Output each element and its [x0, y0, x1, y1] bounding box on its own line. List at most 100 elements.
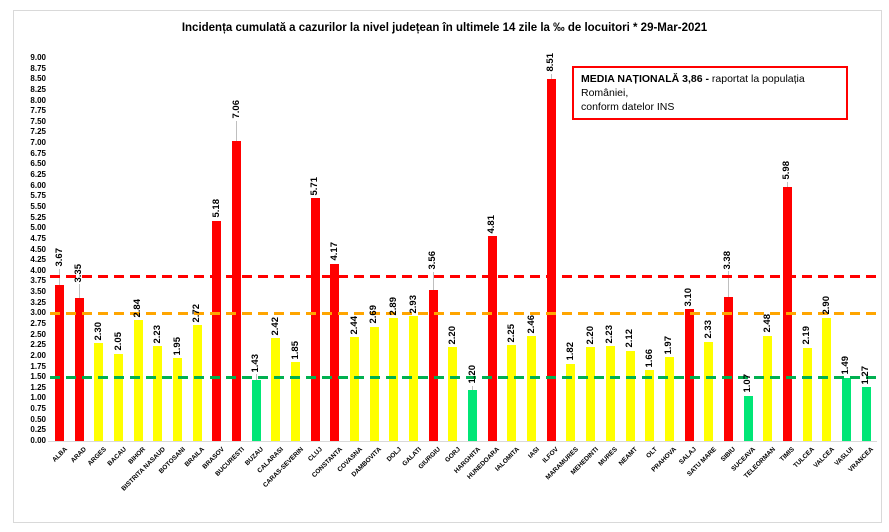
y-axis-tick: 0.50: [30, 414, 46, 424]
bar-value-label: 2.46: [525, 314, 537, 334]
y-axis-tick: 1.75: [30, 361, 46, 371]
bar-value-label: 4.81: [486, 214, 498, 234]
y-axis-tick: 8.00: [30, 95, 46, 105]
bar-value-label: 2.19: [801, 326, 812, 345]
bar-value-label: 2.20: [446, 325, 458, 345]
bar-gorj: [448, 347, 458, 441]
y-axis-tick: 2.50: [30, 329, 46, 339]
y-axis-tick: 6.25: [30, 170, 46, 180]
bar-value-label: 2.90: [820, 296, 832, 315]
bar-value-label: 2.05: [112, 332, 124, 351]
bar-value-label: 2.69: [368, 305, 380, 324]
x-axis-line: [48, 441, 877, 442]
bar-value-label: 1.07: [742, 374, 753, 393]
bar-prahova: [664, 357, 674, 441]
label-leader-line: [472, 385, 474, 390]
bar-value-label: 2.33: [702, 320, 714, 339]
y-axis-tick: 6.75: [30, 148, 46, 158]
bar-vrancea: [861, 387, 871, 441]
bar-dambovita: [369, 326, 379, 441]
bar-value-label: 2.48: [761, 314, 773, 333]
y-axis-tick: 2.00: [30, 350, 46, 360]
national-average-callout: MEDIA NAȚIONALĂ 3,86 - raportat la popul…: [572, 66, 848, 120]
bar-value-label: 2.93: [407, 294, 419, 314]
y-axis-tick: 7.75: [30, 106, 46, 116]
bar-value-label: 3.67: [53, 248, 65, 267]
bar-harghita: [468, 389, 478, 441]
y-axis-tick: 7.00: [30, 138, 46, 148]
bar-satu-mare: [704, 341, 714, 441]
bar-arad: [74, 298, 84, 441]
y-axis-tick: 8.25: [30, 84, 46, 94]
bar-value-label: 1.97: [663, 335, 675, 355]
bar-value-label: 4.17: [328, 242, 340, 261]
bar-mehedinti: [586, 347, 596, 441]
bar-value-label: 2.25: [505, 323, 517, 343]
bar-covasna: [350, 337, 360, 441]
bar-value-label: 1.85: [289, 340, 301, 360]
y-axis-tick: 4.50: [30, 244, 46, 254]
bar-ilfov: [546, 78, 556, 441]
bar-value-label: 7.06: [230, 100, 242, 119]
bar-caras-severin: [291, 362, 300, 441]
bar-calarasi: [271, 338, 281, 441]
bar-valcea: [822, 317, 832, 441]
bar-value-label: 2.12: [624, 329, 635, 348]
label-leader-line: [786, 181, 788, 187]
y-axis-tick: 2.25: [30, 340, 46, 350]
bar-value-label: 5.98: [781, 161, 793, 180]
bar-neamt: [625, 350, 635, 441]
bar-maramures: [566, 363, 576, 441]
bar-bacau: [114, 353, 123, 441]
threshold-line-media-nationala: [50, 275, 877, 279]
y-axis-tick: 0.00: [30, 436, 46, 445]
bar-value-label: 2.72: [191, 303, 203, 323]
bar-tulcea: [802, 347, 812, 441]
bar-value-label: 2.42: [269, 316, 281, 336]
bar-value-label: 1.82: [564, 342, 576, 361]
bar-ialomita: [507, 345, 517, 442]
bar-constanta: [330, 263, 340, 441]
bar-bihor: [133, 320, 143, 441]
y-axis-tick: 6.00: [30, 180, 46, 190]
bar-value-label: 3.38: [722, 250, 734, 270]
label-leader-line: [432, 271, 434, 290]
bar-value-label: 1.43: [250, 353, 262, 373]
bar-value-label: 1.27: [860, 365, 871, 385]
threshold-line-prag-1.5: [50, 375, 877, 379]
bar-value-label: 2.23: [604, 324, 616, 344]
bar-value-label: 2.84: [132, 298, 144, 318]
y-axis-tick: 1.50: [30, 372, 46, 382]
y-axis-tick: 9.00: [30, 53, 46, 62]
y-axis-tick: 5.25: [30, 212, 46, 222]
threshold-line-prag-3: [50, 311, 877, 315]
national-average-note-line2: conform datelor INS: [581, 101, 675, 113]
bar-value-label: 5.18: [210, 199, 222, 218]
bar-hunedoara: [487, 236, 497, 441]
bar-value-label: 2.20: [584, 325, 596, 345]
y-axis-tick: 0.75: [30, 404, 46, 414]
bar-value-label: 2.89: [387, 296, 399, 316]
bar-vaslui: [841, 377, 851, 441]
national-average-note: raportat la populația României,: [581, 73, 805, 99]
label-leader-line: [236, 120, 237, 141]
bar-value-label: 1.20: [466, 365, 478, 384]
bar-value-label: 2.44: [348, 315, 360, 335]
y-axis-tick: 4.25: [30, 255, 46, 265]
bar-giurgiu: [428, 289, 438, 441]
bar-bistrita-nasaud: [153, 346, 163, 441]
y-axis-tick: 2.75: [30, 318, 46, 328]
bar-brasov: [212, 220, 222, 441]
bar-arges: [94, 343, 104, 441]
chart-frame: [13, 10, 882, 523]
y-axis-tick: 3.25: [30, 297, 46, 307]
y-axis-tick: 7.25: [30, 127, 46, 137]
bar-value-label: 8.51: [545, 53, 557, 72]
bar-olt: [645, 370, 655, 441]
bar-suceava: [743, 395, 753, 441]
y-axis-tick: 1.25: [30, 382, 46, 392]
bar-sibiu: [723, 297, 733, 441]
bar-braila: [192, 325, 202, 441]
y-axis-tick: 8.75: [30, 63, 46, 73]
y-axis-tick: 0.25: [30, 425, 46, 435]
